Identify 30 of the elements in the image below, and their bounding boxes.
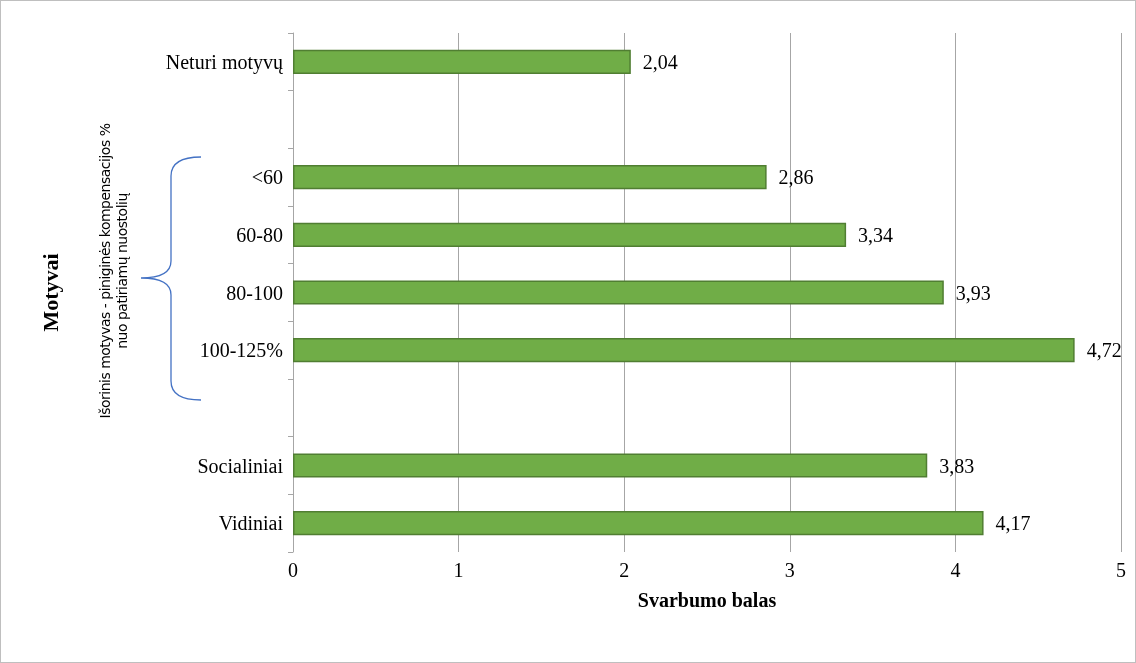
- bar: [293, 338, 1075, 363]
- data-label: 4,17: [995, 512, 1031, 535]
- y-tick-label: 60-80: [236, 223, 283, 246]
- x-tick-label: 1: [453, 559, 464, 581]
- data-label: 3,83: [939, 454, 975, 477]
- data-label: 3,34: [858, 223, 894, 246]
- y-tick-label: Neturi motyvų: [165, 50, 284, 74]
- bar: [293, 453, 928, 478]
- data-label: 3,93: [955, 281, 991, 304]
- y-axis-title: Motyvai: [37, 253, 63, 332]
- x-axis-title: Svarbumo balas: [637, 589, 777, 611]
- text: Išorinis motyvas - piniginės kompensacijos % nuo patiriamų nuostolių: [97, 122, 131, 421]
- bar: [293, 165, 767, 190]
- data-label: 2,86: [778, 166, 814, 189]
- data-label: 4,72: [1086, 339, 1122, 362]
- y-tick-label: <60: [251, 166, 283, 189]
- bar: [293, 49, 631, 74]
- x-tick-label: 5: [1116, 559, 1126, 581]
- y-tick-label: Socialiniai: [197, 454, 284, 477]
- x-tick-label: 0: [288, 559, 298, 581]
- data-label: 2,04: [642, 50, 678, 73]
- bar: [293, 280, 944, 305]
- y-tick-label: 100-125%: [199, 339, 283, 362]
- y-tick-label: 80-100: [226, 281, 283, 304]
- x-tick-label: 4: [950, 559, 961, 581]
- bar: [293, 222, 847, 247]
- y-tick-label: Vidiniai: [218, 512, 284, 535]
- x-tick-label: 3: [784, 559, 795, 581]
- bar: [293, 511, 984, 536]
- x-tick-label: 2: [619, 559, 630, 581]
